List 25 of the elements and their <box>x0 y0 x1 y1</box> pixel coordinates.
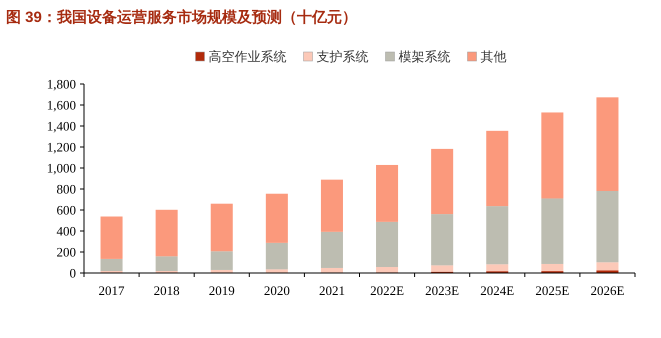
y-tick-label: 200 <box>56 244 76 260</box>
y-tick-label: 600 <box>56 202 76 218</box>
x-tick-label: 2022E <box>370 283 404 298</box>
x-tick-label: 2017 <box>98 283 126 298</box>
x-tick-label: 2024E <box>480 283 514 298</box>
x-tick-label: 2019 <box>208 283 235 298</box>
legend-label: 高空作业系统 <box>208 49 286 64</box>
y-tick-label: 1,400 <box>46 118 76 134</box>
chart-title: 图 39：我国设备运营服务市场规模及预测（十亿元） <box>6 8 357 26</box>
y-tick-label: 1,600 <box>46 98 76 112</box>
x-tick-label: 2023E <box>425 283 460 298</box>
legend-label: 支护系统 <box>316 49 368 64</box>
y-tick-label: 1,800 <box>46 76 76 92</box>
y-tick-label: 1,000 <box>46 160 76 176</box>
legend-label: 其他 <box>480 49 506 64</box>
y-tick-label: 400 <box>56 224 76 238</box>
x-tick-label: 2025E <box>535 283 570 298</box>
x-tick-label: 2021 <box>318 283 345 298</box>
y-tick-label: 1,200 <box>46 140 76 154</box>
y-tick-label: 0 <box>70 266 76 280</box>
x-tick-label: 2020 <box>264 283 290 298</box>
x-tick-label: 2018 <box>154 283 180 298</box>
y-tick-label: 800 <box>56 182 76 196</box>
legend-label: 模架系统 <box>398 49 450 64</box>
x-tick-label: 2026E <box>590 283 624 298</box>
